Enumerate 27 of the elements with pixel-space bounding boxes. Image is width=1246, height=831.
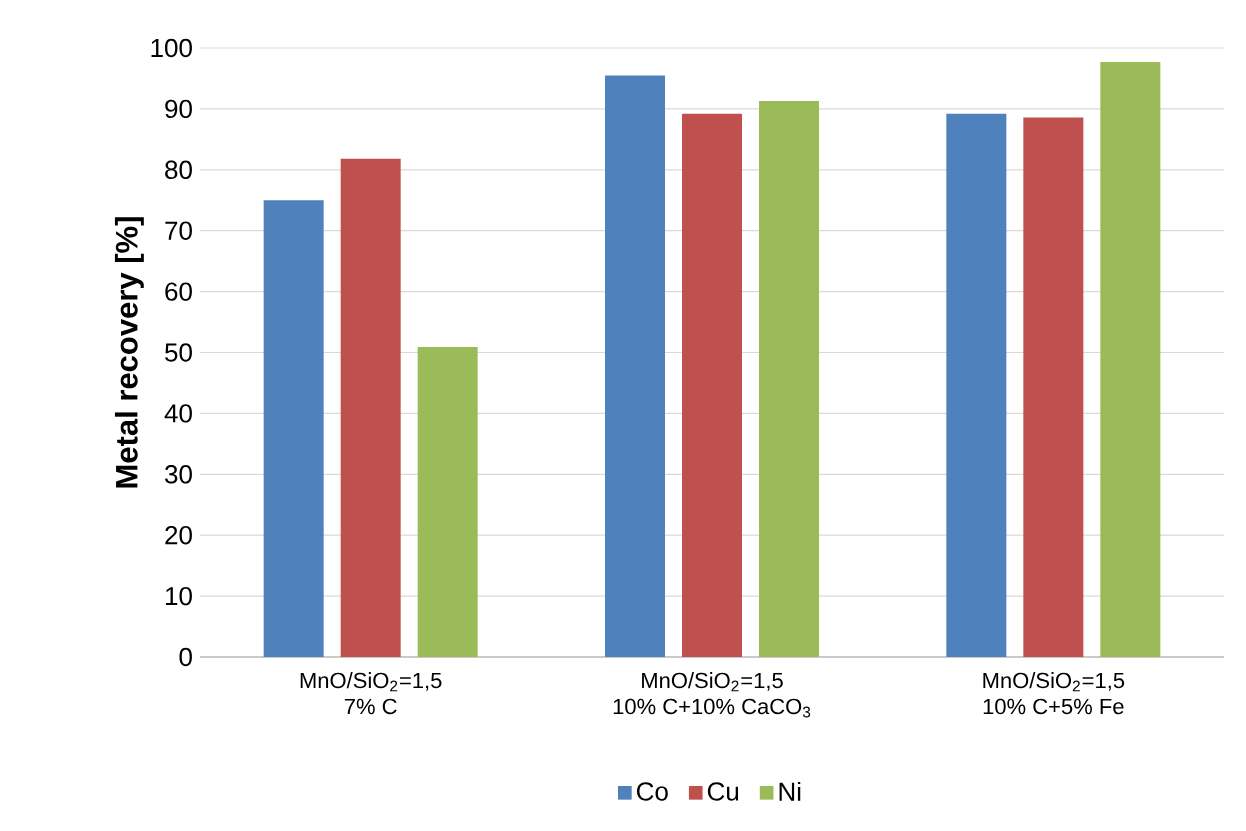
y-tick-label: 10: [165, 586, 192, 606]
x-tick-label: MnO/SiO$_{2}$=1,5 10% C+5% Fe: [983, 672, 1125, 715]
bar: [1100, 62, 1161, 658]
y-tick-label: 90: [165, 99, 192, 119]
x-tick-label: MnO/SiO$_{2}$=1,5 10% C+10% CaCO$_{3}$: [613, 672, 811, 718]
y-tick-label: 30: [165, 465, 192, 484]
y-tick-label: 50: [165, 343, 192, 362]
legend-label: Cu: [707, 782, 739, 801]
bar: [340, 158, 401, 658]
bar: [417, 347, 478, 658]
y-tick-label: 100: [151, 38, 192, 58]
y-tick-label: 70: [165, 221, 192, 240]
legend-label: Co: [636, 782, 668, 801]
y-tick-label: 40: [164, 404, 192, 423]
bar: [1023, 117, 1084, 658]
y-tick-label: 80: [165, 160, 192, 179]
y-axis-title: Metal recovery [%]: [114, 217, 144, 488]
bar: [682, 113, 743, 658]
y-tick-label: 20: [165, 525, 192, 545]
bar: [759, 100, 820, 658]
y-tick-label: 0: [179, 647, 192, 667]
x-tick-label: MnO/SiO$_{2}$=1,5 7% C: [300, 672, 442, 715]
bar: [263, 200, 324, 658]
legend-label: Ni: [779, 781, 801, 801]
y-tick-label: 60: [165, 282, 192, 301]
bar: [946, 113, 1007, 658]
bar: [605, 75, 666, 658]
